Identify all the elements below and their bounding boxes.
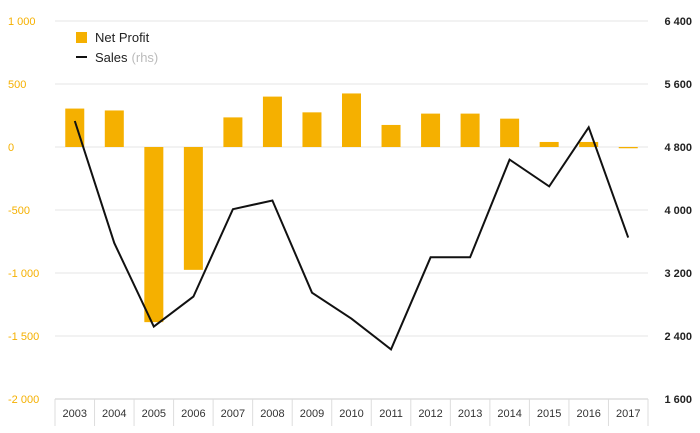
- bar: [539, 141, 559, 147]
- y-tick-label: -2 000: [8, 394, 39, 406]
- y-tick-label: 0: [8, 142, 14, 154]
- y-tick-label: -1 500: [8, 331, 39, 343]
- legend-label-sales: Sales: [95, 49, 128, 65]
- bar: [381, 124, 401, 147]
- legend-label-net-profit: Net Profit: [95, 29, 150, 45]
- x-tick-label: 2012: [418, 408, 442, 420]
- x-tick-label: 2005: [142, 408, 166, 420]
- legend-item-net-profit[interactable]: Net Profit: [76, 27, 158, 47]
- bar: [223, 117, 243, 147]
- bar: [104, 110, 124, 147]
- x-tick-label: 2013: [458, 408, 482, 420]
- y2-tick-label: 6 400: [664, 16, 692, 28]
- x-tick-label: 2008: [260, 408, 284, 420]
- bar: [262, 96, 282, 147]
- x-tick-label: 2015: [537, 408, 561, 420]
- x-tick-label: 2011: [379, 408, 403, 420]
- x-tick-label: 2004: [102, 408, 126, 420]
- y2-tick-label: 2 400: [664, 331, 692, 343]
- y-tick-label: -1 000: [8, 268, 39, 280]
- y-tick-label: 500: [8, 79, 26, 91]
- x-tick-label: 2016: [576, 408, 600, 420]
- bar: [421, 113, 441, 147]
- legend: Net Profit Sales (rhs): [76, 27, 158, 67]
- y2-tick-label: 1 600: [664, 394, 692, 406]
- x-tick-label: 2003: [63, 408, 87, 420]
- bar: [618, 147, 638, 149]
- bar: [579, 141, 599, 147]
- bar: [302, 112, 322, 147]
- x-tick-label: 2006: [181, 408, 205, 420]
- x-tick-label: 2014: [497, 408, 521, 420]
- bar: [183, 147, 203, 270]
- legend-item-sales[interactable]: Sales (rhs): [76, 47, 158, 67]
- bar: [460, 113, 480, 147]
- y2-tick-label: 4 000: [664, 205, 692, 217]
- bar: [342, 93, 361, 147]
- y2-tick-label: 3 200: [664, 268, 692, 280]
- x-tick-label: 2007: [221, 408, 245, 420]
- sales-line: [73, 120, 630, 351]
- x-tick-label: 2009: [300, 408, 324, 420]
- legend-line-swatch: [76, 56, 87, 58]
- x-tick-label: 2017: [616, 408, 640, 420]
- bar: [500, 118, 520, 147]
- legend-bar-swatch: [76, 31, 87, 43]
- y2-tick-label: 4 800: [664, 142, 692, 154]
- bar: [144, 147, 164, 323]
- y-tick-label: -500: [8, 205, 30, 217]
- y2-tick-label: 5 600: [664, 79, 692, 91]
- legend-label-rhs: (rhs): [131, 49, 159, 65]
- x-tick-label: 2010: [339, 408, 363, 420]
- y-tick-label: 1 000: [8, 16, 36, 28]
